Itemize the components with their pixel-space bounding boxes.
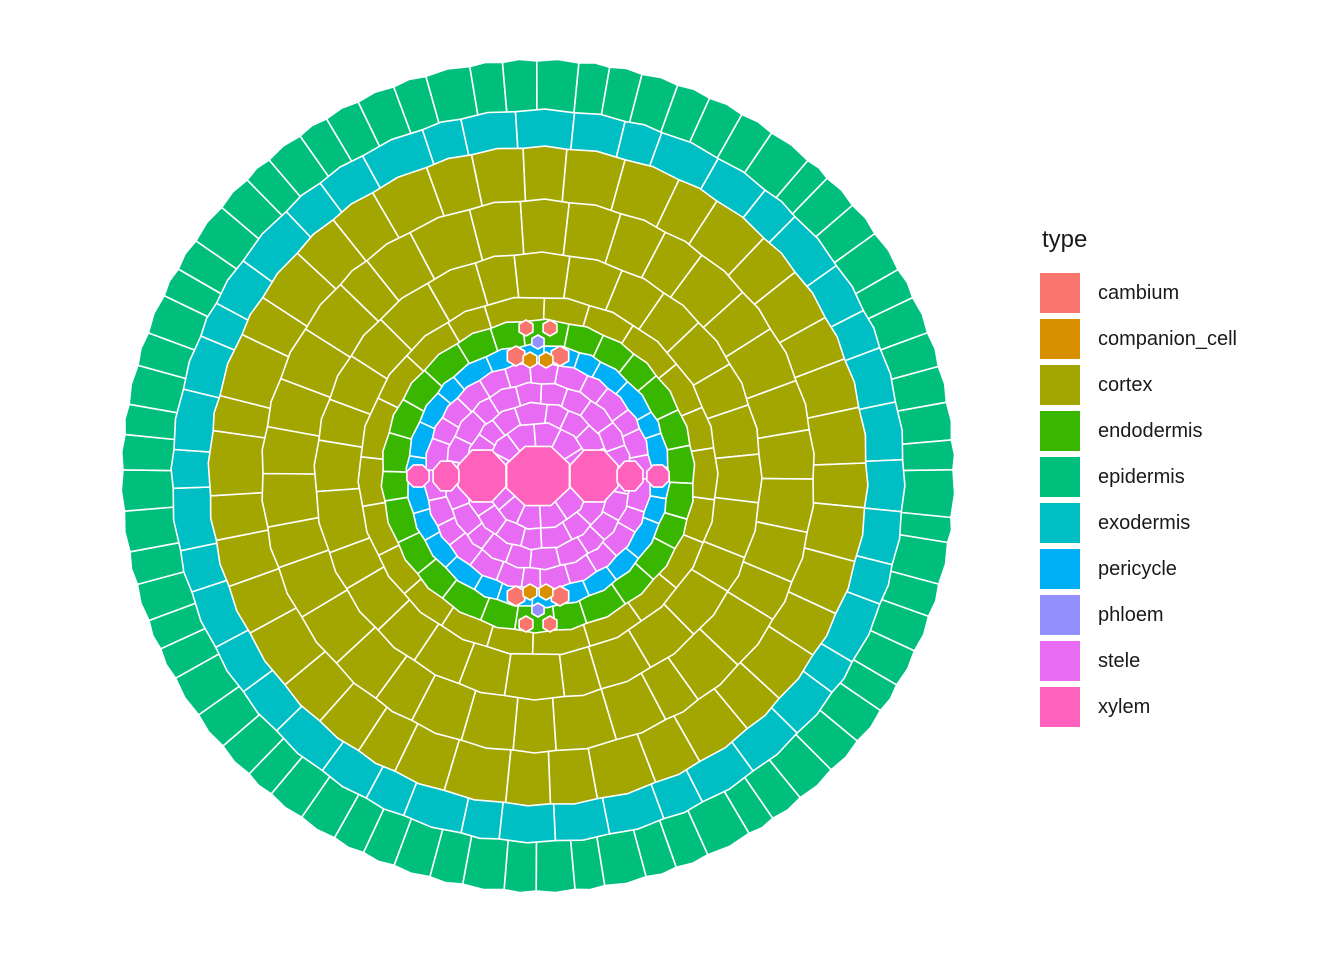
legend-swatch bbox=[1040, 319, 1080, 359]
legend-item-epidermis: epidermis bbox=[1040, 454, 1237, 500]
xylem-cell bbox=[457, 449, 507, 503]
epidermis-cell bbox=[535, 837, 576, 894]
companion_cell-cell bbox=[522, 351, 538, 369]
legend-label: cambium bbox=[1098, 281, 1180, 304]
legend-label: phloem bbox=[1098, 603, 1164, 626]
epidermis-cell bbox=[120, 433, 177, 472]
epidermis-cell bbox=[503, 837, 538, 894]
epidermis-cell bbox=[899, 439, 956, 472]
legend-label: pericycle bbox=[1098, 557, 1177, 580]
cortex-cell bbox=[512, 695, 557, 754]
legend-label: stele bbox=[1098, 649, 1141, 672]
epidermis-cell bbox=[899, 468, 956, 519]
legend-item-cambium: cambium bbox=[1040, 270, 1237, 316]
companion_cell-cell bbox=[538, 583, 554, 601]
legend-label: exodermis bbox=[1098, 511, 1191, 534]
cortex-cell bbox=[313, 439, 364, 493]
legend-item-companion-cell: companion_cell bbox=[1040, 316, 1237, 362]
cambium-cell bbox=[550, 345, 570, 367]
cortex-cell bbox=[522, 145, 568, 204]
legend-swatch bbox=[1040, 273, 1080, 313]
legend-item-cortex: cortex bbox=[1040, 362, 1237, 408]
legend-title: type bbox=[1042, 226, 1088, 253]
xylem-cell bbox=[432, 460, 460, 492]
cortex-cell bbox=[756, 428, 815, 480]
epidermis-cell bbox=[536, 58, 580, 115]
legend-item-endodermis: endodermis bbox=[1040, 408, 1237, 454]
cortex-cell bbox=[504, 748, 552, 807]
legend-swatch bbox=[1040, 365, 1080, 405]
legend-swatch bbox=[1040, 503, 1080, 543]
legend-item-xylem: xylem bbox=[1040, 684, 1237, 730]
cambium-cell bbox=[542, 615, 558, 633]
exodermis-cell bbox=[514, 108, 576, 151]
xylem-cell bbox=[406, 464, 430, 488]
cortex-cell bbox=[690, 447, 719, 501]
legend-item-phloem: phloem bbox=[1040, 592, 1237, 638]
cambium-cell bbox=[518, 615, 534, 633]
cortex-cell bbox=[261, 472, 321, 528]
vascular-cells bbox=[406, 319, 670, 633]
cortex-cell bbox=[519, 198, 571, 257]
exodermis-cell bbox=[498, 801, 557, 844]
epidermis-cell bbox=[120, 469, 176, 512]
cortex-cell bbox=[503, 651, 566, 701]
xylem-cell bbox=[569, 449, 619, 503]
xylem-cell bbox=[646, 464, 670, 488]
companion_cell-cell bbox=[522, 583, 538, 601]
companion_cell-cell bbox=[538, 351, 554, 369]
legend-label: cortex bbox=[1098, 373, 1153, 396]
endodermis-cell bbox=[380, 470, 412, 502]
cambium-cell bbox=[550, 585, 570, 607]
cortex-cell bbox=[806, 406, 867, 466]
cambium-cell bbox=[542, 319, 558, 337]
legend-item-pericycle: pericycle bbox=[1040, 546, 1237, 592]
legend-swatch bbox=[1040, 549, 1080, 589]
cortex-cell bbox=[810, 462, 869, 509]
cortex-cell bbox=[547, 745, 599, 805]
legend-label: xylem bbox=[1098, 695, 1151, 718]
phloem-cell bbox=[531, 334, 545, 350]
legend-label: companion_cell bbox=[1098, 327, 1237, 350]
exodermis-cell bbox=[863, 458, 906, 513]
legend-item-exodermis: exodermis bbox=[1040, 500, 1237, 546]
cell-layers bbox=[120, 58, 956, 894]
cortex-cell bbox=[713, 453, 763, 504]
xylem-cell bbox=[616, 460, 644, 492]
xylem-cell bbox=[505, 445, 571, 507]
cambium-cell bbox=[506, 345, 526, 367]
root-cross-section-diagram bbox=[120, 58, 956, 894]
cambium-cell bbox=[506, 585, 526, 607]
cambium-cell bbox=[518, 319, 534, 337]
epidermis-cell bbox=[501, 58, 538, 115]
legend-item-stele: stele bbox=[1040, 638, 1237, 684]
legend-swatch bbox=[1040, 411, 1080, 451]
cortex-cell bbox=[207, 429, 267, 497]
legend-label: epidermis bbox=[1098, 465, 1185, 488]
phloem-cell bbox=[531, 602, 545, 618]
legend-swatch bbox=[1040, 457, 1080, 497]
legend-swatch bbox=[1040, 687, 1080, 727]
legend-swatch bbox=[1040, 641, 1080, 681]
legend-label: endodermis bbox=[1098, 419, 1203, 442]
exodermis-cell bbox=[170, 448, 213, 490]
cortex-cell bbox=[513, 251, 571, 301]
legend-swatch bbox=[1040, 595, 1080, 635]
